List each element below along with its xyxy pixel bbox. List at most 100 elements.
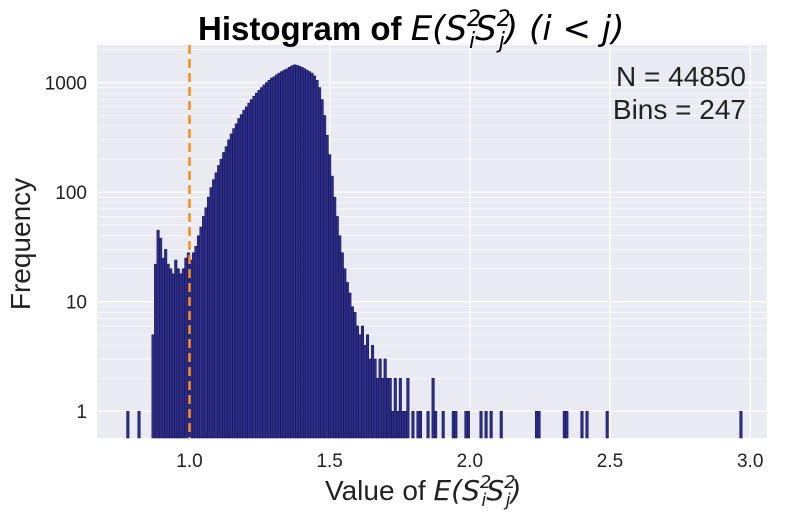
histogram-bar	[297, 65, 301, 439]
histogram-bar	[212, 179, 216, 439]
histogram-bar	[605, 410, 609, 439]
histogram-bar	[416, 410, 420, 439]
histogram-bar	[401, 410, 405, 439]
histogram-bar	[194, 246, 198, 439]
histogram-bar	[237, 118, 241, 439]
histogram-bar	[285, 68, 289, 439]
histogram-bar	[580, 410, 584, 439]
histogram-bar	[282, 69, 286, 439]
histogram-bar	[202, 216, 206, 439]
histogram-bar	[411, 410, 415, 439]
histogram-bar	[161, 257, 165, 439]
histogram-bar	[333, 196, 337, 439]
histogram-bar	[355, 325, 359, 439]
histogram-bar	[169, 268, 173, 439]
histogram-bar	[222, 152, 226, 439]
y-tick-label: 10	[66, 293, 87, 314]
title-prefix: Histogram of	[198, 10, 411, 47]
histogram-bar	[464, 410, 468, 439]
annotation-bins: Bins = 247	[613, 94, 746, 125]
histogram-bar	[295, 64, 299, 439]
histogram-bar	[499, 410, 503, 439]
x-axis-ticks: 1.0 1.5 2.0 2.5 3.0	[176, 451, 763, 472]
histogram-bar	[318, 87, 322, 439]
histogram-bar	[287, 66, 291, 439]
histogram-bar	[373, 358, 377, 439]
histogram-bar	[330, 175, 334, 439]
histogram-bar	[489, 410, 493, 439]
histogram-bar	[164, 249, 168, 439]
histogram-bar	[739, 410, 743, 439]
histogram-bar	[313, 75, 317, 439]
histogram-bar	[310, 72, 314, 439]
histogram-bar	[229, 133, 233, 439]
histogram-bar	[585, 410, 589, 439]
histogram-bar	[277, 72, 281, 439]
histogram-bar	[249, 99, 253, 439]
histogram-bar	[338, 235, 342, 439]
histogram-bar	[562, 410, 566, 439]
histogram-bar	[431, 378, 435, 439]
histogram-bar	[383, 358, 387, 439]
histogram-bar	[239, 114, 243, 439]
annotation-n: N = 44850	[616, 61, 746, 92]
histogram-bar	[386, 378, 390, 439]
histogram-bar	[371, 345, 375, 439]
histogram-bar	[388, 378, 392, 439]
histogram-bar	[260, 87, 264, 439]
histogram-bar	[242, 109, 246, 439]
histogram-bar	[376, 378, 380, 439]
y-tick-label: 1000	[45, 74, 87, 95]
x-tick-label: 2.5	[597, 451, 623, 472]
histogram-bar	[350, 306, 354, 439]
histogram-bar	[398, 378, 402, 439]
histogram-bar	[348, 292, 352, 439]
histogram-bars	[126, 64, 743, 439]
histogram-bar	[126, 410, 130, 439]
histogram-bar	[466, 410, 470, 439]
histogram-bar	[479, 410, 483, 439]
histogram-bar	[181, 268, 185, 439]
histogram-bar	[176, 268, 180, 439]
histogram-bar	[565, 410, 569, 439]
histogram-bar	[196, 235, 200, 439]
x-tick-label: 1.5	[316, 451, 342, 472]
histogram-bar	[363, 345, 367, 439]
histogram-bar	[335, 216, 339, 439]
histogram-bar	[391, 410, 395, 439]
histogram-bar	[252, 95, 256, 439]
histogram-bar	[171, 273, 175, 439]
histogram-bar	[378, 358, 382, 439]
histogram-bar	[323, 115, 327, 439]
histogram-bar	[396, 410, 400, 439]
histogram-bar	[343, 268, 347, 439]
histogram-bar	[484, 410, 488, 439]
histogram-bar	[300, 66, 304, 439]
histogram-bar	[272, 76, 276, 439]
histogram-bar	[441, 410, 445, 439]
histogram-bar	[360, 325, 364, 439]
y-axis-label: Frequency	[5, 178, 36, 310]
histogram-bar	[406, 378, 410, 439]
histogram-bar	[154, 263, 158, 439]
histogram-bar	[368, 358, 372, 439]
histogram-bar	[207, 196, 211, 439]
histogram-bar	[353, 312, 357, 439]
histogram-bar	[247, 102, 251, 439]
histogram-bar	[328, 154, 332, 439]
histogram-bar	[232, 128, 236, 439]
histogram-bar	[320, 99, 324, 439]
histogram-bar	[280, 71, 284, 439]
histogram-bar	[262, 84, 266, 439]
histogram-bar	[179, 273, 183, 439]
histogram-bar	[305, 69, 309, 439]
histogram-bar	[191, 252, 195, 439]
histogram-bar	[381, 378, 385, 439]
y-tick-label: 100	[55, 183, 87, 204]
histogram-bar	[166, 263, 170, 439]
histogram-bar	[345, 282, 349, 439]
histogram-bar	[315, 79, 319, 439]
histogram-bar	[325, 135, 329, 439]
histogram-bar	[426, 410, 430, 439]
